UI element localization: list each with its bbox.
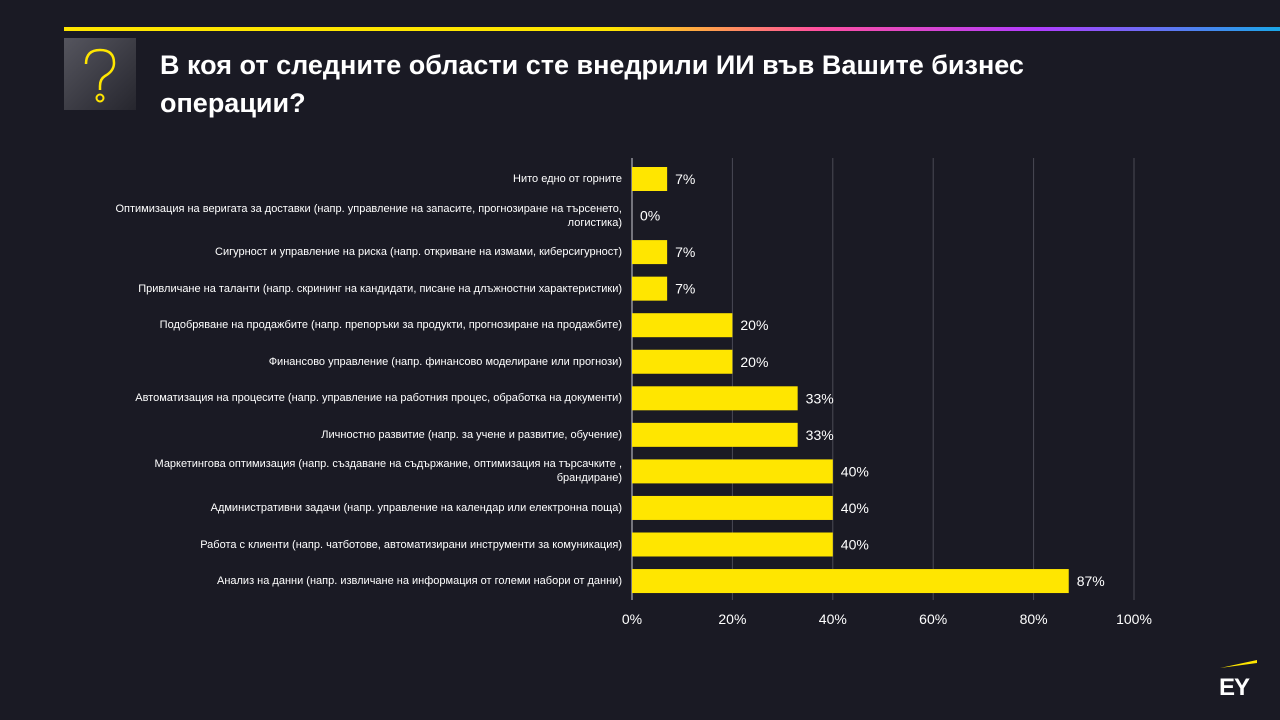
- bar: [632, 422, 798, 447]
- value-label: 33%: [806, 427, 834, 443]
- x-tick-label: 20%: [718, 611, 746, 627]
- category-label: Анализ на данни (напр. извличане на инфо…: [216, 575, 622, 588]
- value-label: 7%: [675, 281, 695, 297]
- bar: [632, 167, 668, 191]
- x-tick-label: 80%: [1020, 611, 1048, 627]
- category-label: Работа с клиенти (напр. чатботове, автом…: [200, 538, 622, 551]
- bar: [632, 459, 833, 484]
- value-label: 7%: [675, 244, 695, 260]
- logo-bar: [1220, 660, 1257, 668]
- bar: [632, 313, 733, 338]
- category-label: Автоматизация на процесите (напр. управл…: [135, 392, 622, 405]
- category-label: Подобряване на продажбите (напр. препоръ…: [159, 319, 622, 332]
- bar: [632, 386, 798, 411]
- category-label: Маркетингова оптимизация (напр. създаван…: [154, 458, 622, 485]
- question-dot: [95, 93, 105, 103]
- question-mark: [84, 48, 116, 90]
- category-label: Привличане на таланти (напр. скрининг на…: [138, 282, 622, 295]
- category-label: Личностно развитие (напр. за учене и раз…: [321, 428, 622, 441]
- top-stripe: [64, 27, 1280, 31]
- value-label: 87%: [1077, 573, 1105, 589]
- x-tick-label: 60%: [919, 611, 947, 627]
- bar: [632, 532, 833, 557]
- category-label: Административни задачи (напр. управление…: [210, 501, 622, 514]
- bar: [632, 240, 668, 265]
- value-label: 33%: [806, 390, 834, 406]
- value-label: 40%: [841, 463, 869, 479]
- x-tick-label: 0%: [622, 611, 642, 627]
- logo: EY: [1219, 674, 1250, 701]
- value-label: 7%: [675, 171, 695, 187]
- category-label: Сигурност и управление на риска (напр. о…: [215, 246, 622, 259]
- value-label: 20%: [740, 354, 768, 370]
- bar: [632, 569, 1069, 594]
- value-label: 40%: [841, 500, 869, 516]
- bar: [632, 276, 668, 301]
- chart-title: В коя от следните области сте внедрили И…: [160, 50, 1024, 118]
- x-tick-label: 40%: [819, 611, 847, 627]
- category-label: Финансово управление (напр. финансово мо…: [268, 355, 622, 368]
- category-label: Оптимизация на веригата за доставки (нап…: [115, 202, 622, 229]
- x-tick-label: 100%: [1116, 611, 1152, 627]
- category-label: Нито едно от горните: [513, 173, 622, 185]
- bar: [632, 495, 833, 520]
- value-label: 40%: [841, 537, 869, 553]
- bar: [632, 349, 733, 374]
- value-label: 0%: [640, 208, 660, 224]
- value-label: 20%: [740, 317, 768, 333]
